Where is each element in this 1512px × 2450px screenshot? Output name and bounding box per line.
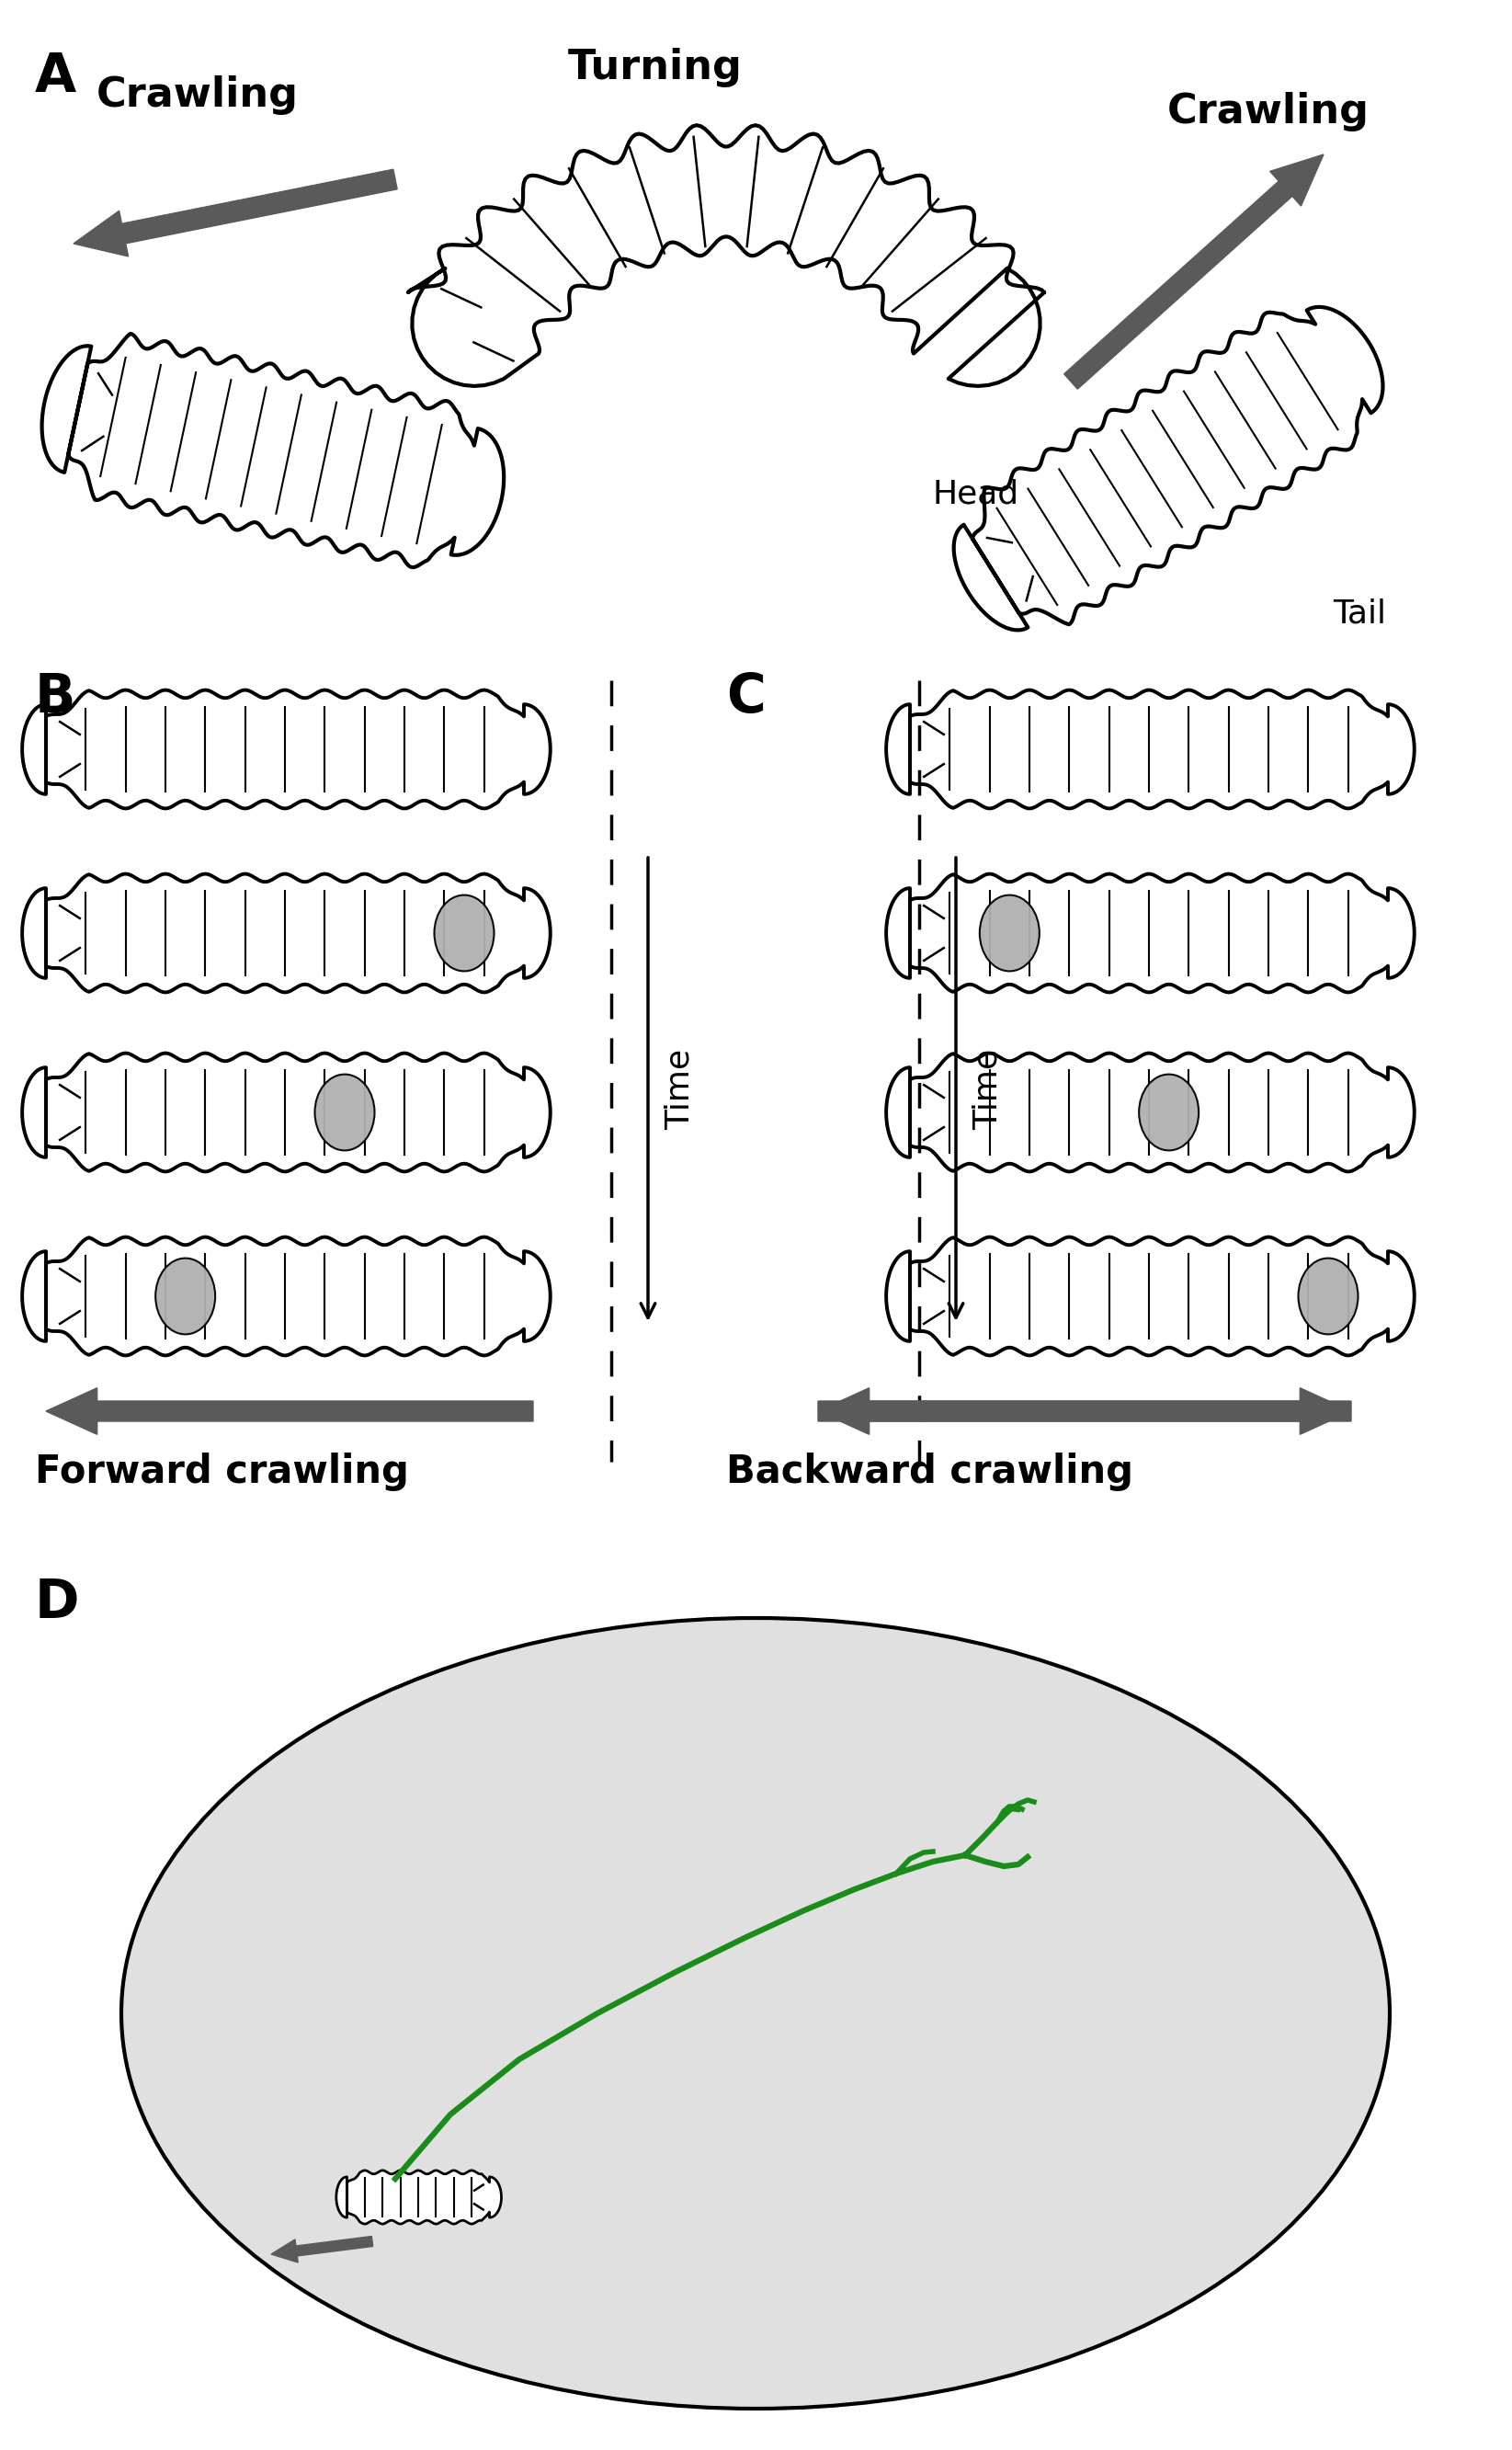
Polygon shape bbox=[886, 1237, 1414, 1355]
FancyArrow shape bbox=[271, 2237, 373, 2261]
Ellipse shape bbox=[314, 1073, 375, 1152]
Polygon shape bbox=[408, 125, 1045, 387]
Text: D: D bbox=[35, 1578, 80, 1629]
FancyArrow shape bbox=[74, 169, 398, 257]
Text: Time: Time bbox=[665, 1049, 696, 1129]
Polygon shape bbox=[886, 691, 1414, 808]
Text: Time: Time bbox=[972, 1049, 1004, 1129]
Polygon shape bbox=[336, 2171, 502, 2225]
Ellipse shape bbox=[156, 1259, 215, 1335]
Polygon shape bbox=[23, 875, 550, 992]
FancyArrow shape bbox=[818, 1387, 1352, 1433]
Polygon shape bbox=[23, 691, 550, 808]
Ellipse shape bbox=[980, 894, 1039, 970]
Text: Backward crawling: Backward crawling bbox=[726, 1453, 1134, 1492]
Ellipse shape bbox=[121, 1617, 1390, 2408]
Ellipse shape bbox=[1139, 1073, 1199, 1152]
Text: Forward crawling: Forward crawling bbox=[35, 1453, 408, 1492]
Ellipse shape bbox=[434, 894, 494, 970]
FancyArrow shape bbox=[45, 1387, 534, 1433]
Text: Head: Head bbox=[933, 478, 1019, 510]
Text: Turning: Turning bbox=[569, 49, 742, 88]
Polygon shape bbox=[42, 333, 503, 568]
Text: C: C bbox=[726, 671, 765, 723]
Polygon shape bbox=[886, 1054, 1414, 1171]
Text: Crawling: Crawling bbox=[97, 76, 299, 115]
Text: B: B bbox=[35, 671, 76, 723]
FancyArrow shape bbox=[818, 1387, 1352, 1433]
Ellipse shape bbox=[1299, 1259, 1358, 1335]
Polygon shape bbox=[23, 1237, 550, 1355]
Polygon shape bbox=[23, 1054, 550, 1171]
Text: Crawling: Crawling bbox=[1167, 93, 1370, 132]
Text: Tail: Tail bbox=[1332, 598, 1387, 630]
Polygon shape bbox=[954, 306, 1383, 630]
FancyArrow shape bbox=[1064, 154, 1323, 390]
Text: A: A bbox=[35, 51, 77, 103]
Polygon shape bbox=[886, 875, 1414, 992]
